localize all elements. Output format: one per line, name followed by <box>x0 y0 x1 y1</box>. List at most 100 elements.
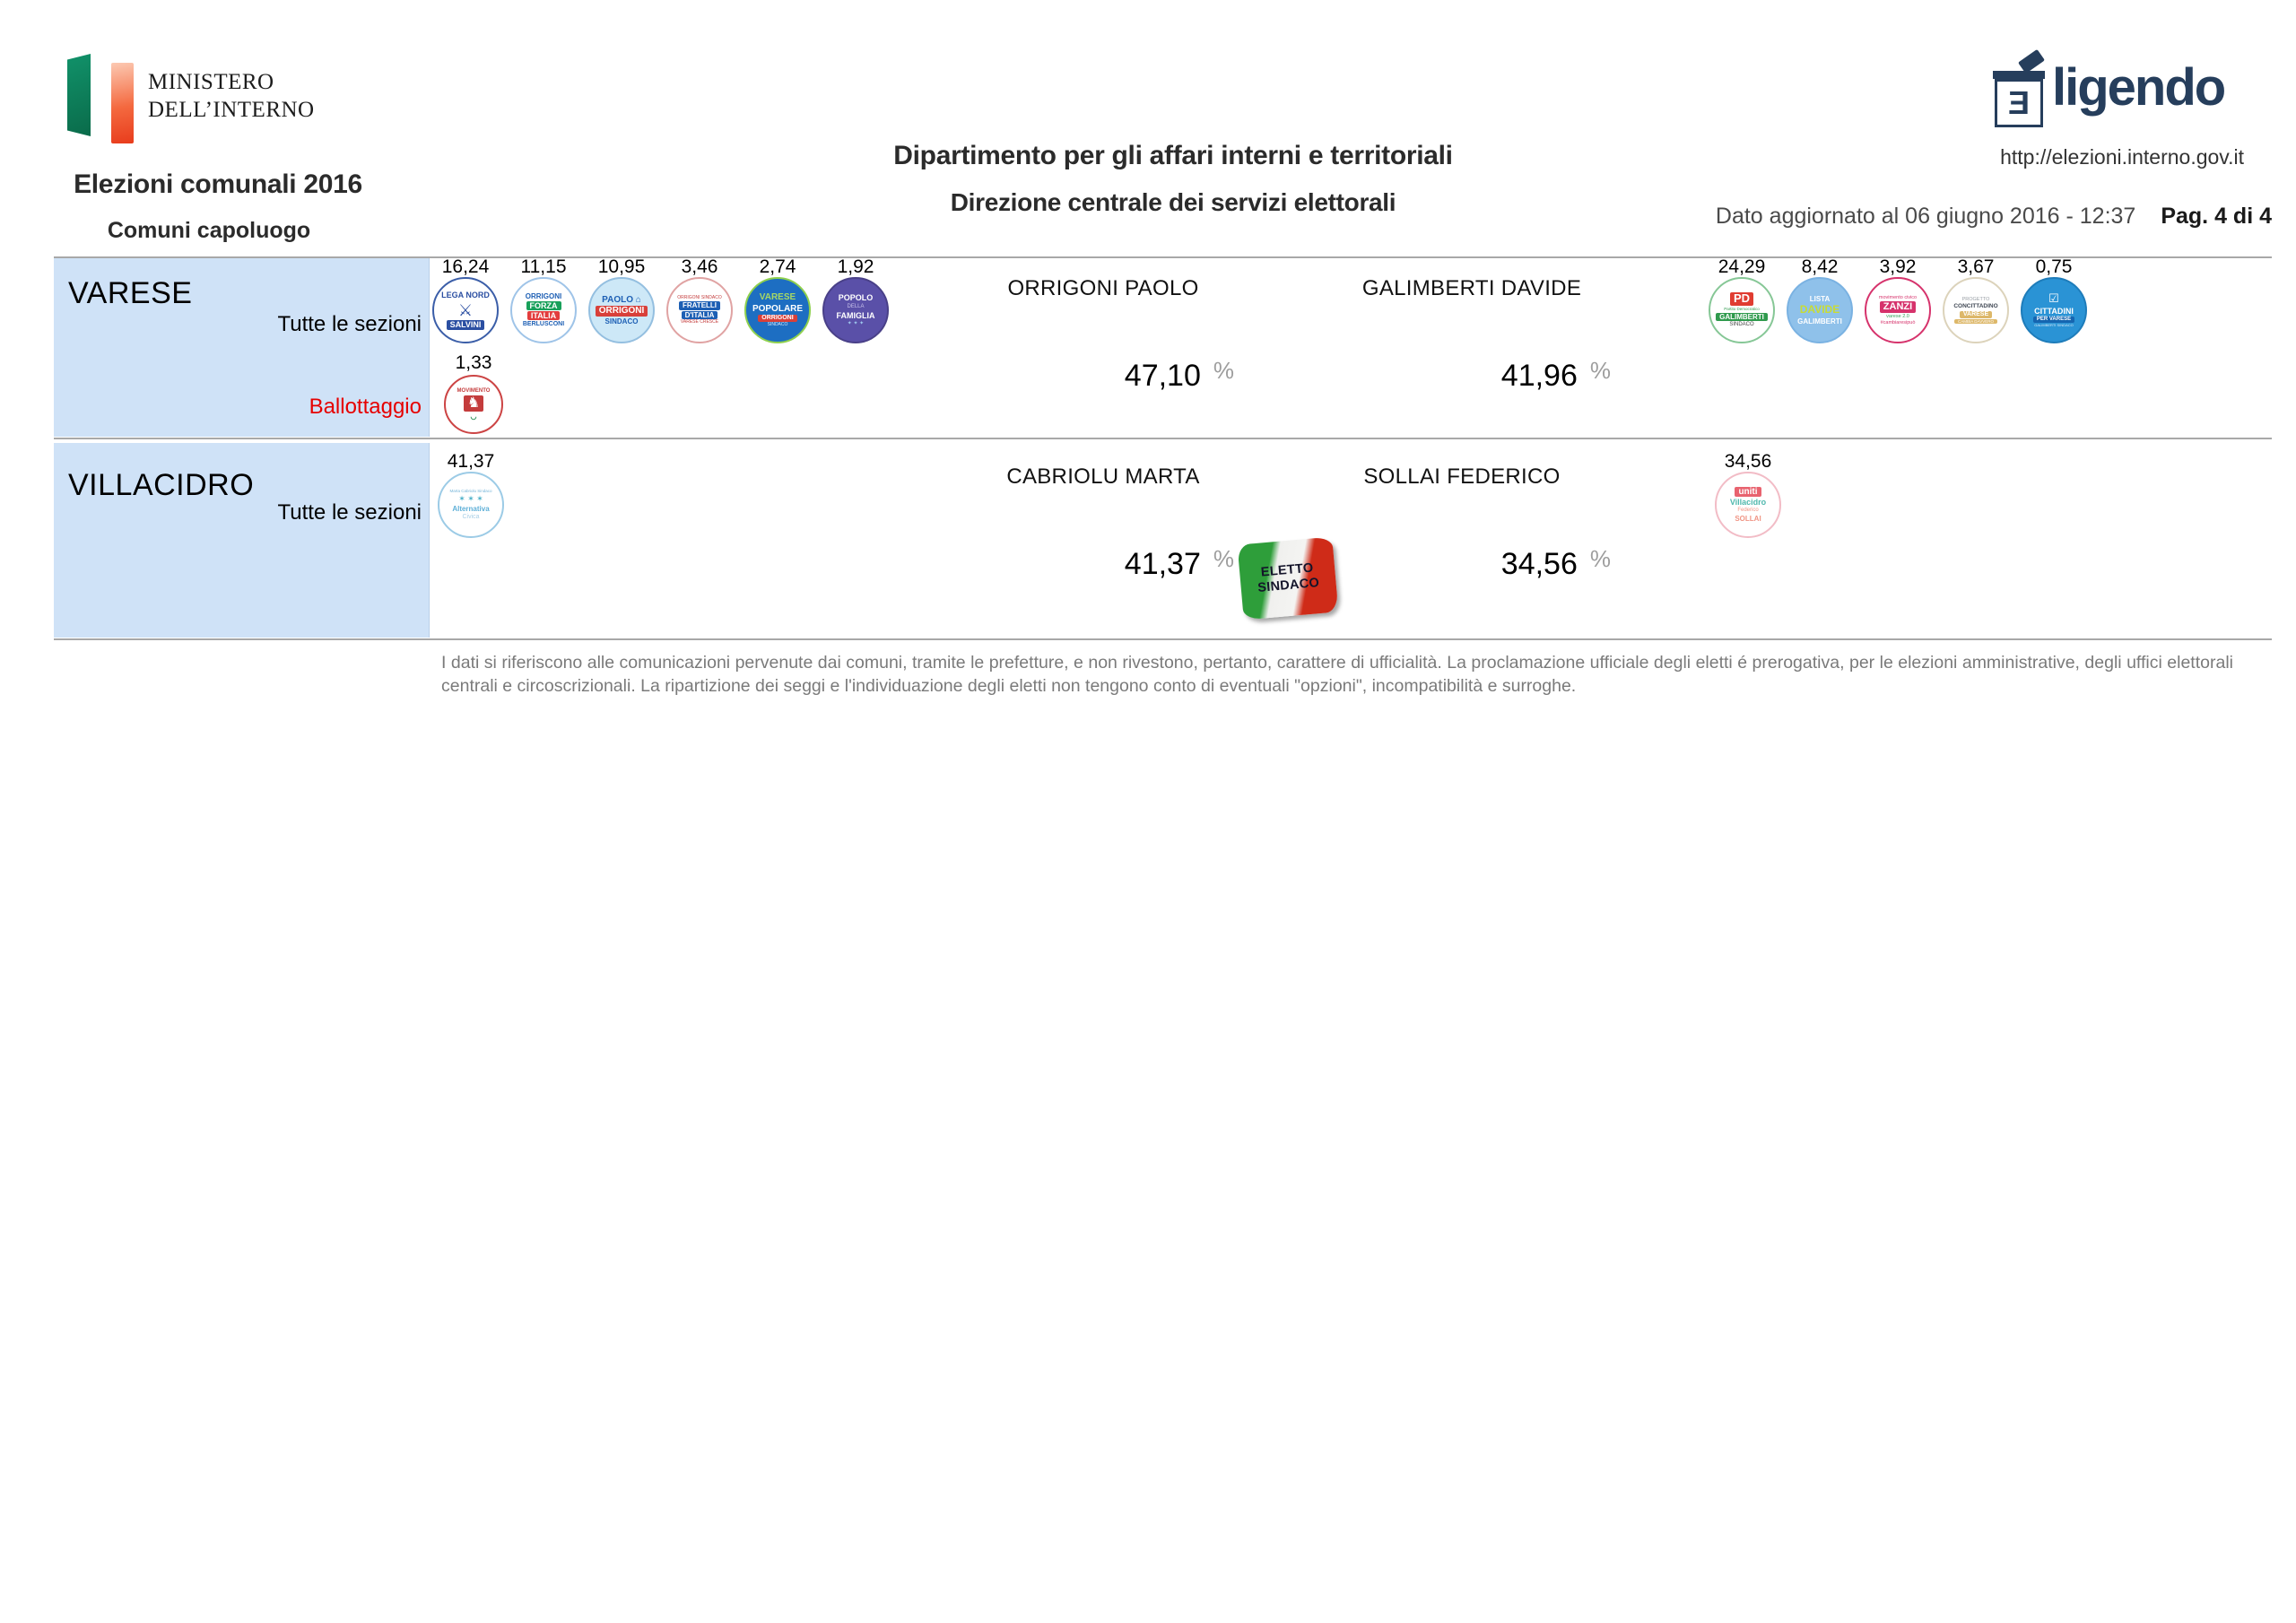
logo-text-line: POPOLO <box>838 293 874 303</box>
municipality-name: VARESE <box>68 276 193 310</box>
alternativa-civica-icon: Marta Cabriolu Sindaco ✶ ✶ ✶ Alternativa Ci… <box>438 472 504 538</box>
logo-text-line: DELLA <box>847 303 865 309</box>
disclaimer-text: I dati si riferiscono alle comunicazioni… <box>441 653 2233 696</box>
municipality-panel-varese <box>54 258 430 437</box>
logo-text-line: Marta Cabriolu Sindaco <box>449 489 492 494</box>
logo-text-line: FORZA <box>526 300 561 311</box>
list-percent: 2,74 <box>759 256 796 277</box>
logo-text-line: PER VARESE <box>2032 317 2075 324</box>
page-number: Pag. 4 di 4 <box>2161 204 2272 229</box>
sections-label: Tutte le sezioni <box>277 312 422 336</box>
logo-text-line: movimento civico <box>1878 294 1918 300</box>
list-percent: 34,56 <box>1724 451 1772 472</box>
logo-text-line: ⚔ <box>457 300 474 319</box>
logo-text-line: Federico <box>1737 508 1759 514</box>
uniti-per-villacidro-sollai-icon: uniti Villacidro Federico SOLLAI <box>1715 472 1781 538</box>
logo-text-line: PAOLO ⌂ <box>602 294 641 305</box>
logo-text-line: ZANZI <box>1879 301 1917 313</box>
progetto-concittadino-icon: PROGETTO CONCITTADINO VARESE CAMBIA DAVVERO <box>1943 277 2009 343</box>
party-list-pd-galimberti-sindaco: 24,29 PD Partito Democratico GALIMBERTI SIND… <box>1709 256 1775 343</box>
lega-nord-salvini-icon: LEGA NORD ⚔ SALVINI <box>432 277 499 343</box>
logo-text-line: Partito Democratico <box>1724 307 1760 312</box>
party-list-lista-davide-galimberti: 8,42 LISTA DAVIDE GALIMBERTI <box>1787 256 1853 343</box>
percent-value: 47,10 <box>1124 359 1201 393</box>
popolo-della-famiglia-icon: POPOLO DELLA FAMIGLIA ✦ ✦ ✦ <box>822 277 889 343</box>
logo-text-line: VARESE CRESCE <box>680 318 719 325</box>
logo-text-line: PROGETTO <box>1961 297 1990 302</box>
logo-text-line: SOLLAI <box>1735 515 1761 524</box>
candidate-percent: 34,56% <box>1345 545 1611 582</box>
party-list-movimento-civico-zanzi: 3,92 movimento civico ZANZI varese 2.0 #camb… <box>1865 256 1931 343</box>
brand-name: ligendo <box>2052 58 2226 117</box>
ministry-line2: DELL’INTERNO <box>148 98 315 122</box>
separator-top <box>54 256 2272 258</box>
list-percent: 3,67 <box>1957 256 1995 277</box>
logo-text-line: ☑ <box>2048 291 2059 306</box>
ballot-box-lid <box>1993 71 2045 79</box>
logo-text-line: VARESE <box>759 292 796 303</box>
candidate-name: ORRIGONI PAOLO <box>1007 276 1199 300</box>
logo-text-line: D'ITALIA <box>681 310 718 319</box>
logo-text-line: LEGA NORD <box>441 291 490 300</box>
percent-sign: % <box>1213 545 1234 572</box>
ministry-name: MINISTERO DELL’INTERNO <box>148 68 315 124</box>
ballot-label: Ballottaggio <box>309 395 422 419</box>
list-percent: 16,24 <box>441 256 490 277</box>
logo-text-line: PD <box>1729 291 1754 307</box>
municipality-panel-villacidro <box>54 443 430 638</box>
ministry-logo: MINISTERO DELL’INTERNO <box>67 52 444 151</box>
party-list-lega-nord-salvini: 16,24 LEGA NORD ⚔ SALVINI <box>432 256 499 343</box>
logo-text-line: POPOLARE <box>752 303 804 314</box>
percent-value: 41,37 <box>1124 547 1201 581</box>
list-percent: 1,33 <box>455 352 492 373</box>
party-list-progetto-concittadino: 3,67 PROGETTO CONCITTADINO VARESE CAMBIA DAV… <box>1943 256 2009 343</box>
eligendo-logo: Ǝ ligendo <box>1993 48 2271 139</box>
ministry-line1: MINISTERO <box>148 70 274 94</box>
logo-text-line: ORRIGONI <box>758 315 797 323</box>
logo-text-line: ✶ ✶ ✶ <box>458 494 483 504</box>
logo-text-line: ✦ ✦ ✦ <box>847 320 865 326</box>
department-line1: Dipartimento per gli affari interni e te… <box>893 141 1453 170</box>
updated-timestamp: Dato aggiornato al 06 giugno 2016 - 12:3… <box>1715 204 2136 229</box>
logo-text-line: #cambiaresipuò <box>1880 319 1916 325</box>
villacidro-lists-right: 34,56 uniti Villacidro Federico SOLLAI <box>1715 451 1781 538</box>
paolo-orrigoni-sindaco-icon: PAOLO ⌂ ORRIGONI SINDACO <box>588 277 655 343</box>
logo-text-line: ◡ <box>470 412 477 421</box>
percent-sign: % <box>1589 545 1611 572</box>
list-percent: 41,37 <box>447 451 495 472</box>
logo-text-line: FAMIGLIA <box>836 310 875 320</box>
candidate-percent: 41,96% <box>1345 357 1611 394</box>
logo-text-line: SINDACO <box>1729 321 1754 327</box>
ballot-box-icon: Ǝ <box>1993 48 2052 129</box>
logo-text-line: MOVIMENTO <box>457 387 491 394</box>
party-list-popolo-della-famiglia: 1,92 POPOLO DELLA FAMIGLIA ✦ ✦ ✦ <box>822 256 889 343</box>
varese-lists-left: 16,24 LEGA NORD ⚔ SALVINI 11,15 ORRIGONI FORZA… <box>432 256 889 343</box>
party-list-varese-popolare-orrigoni: 2,74 VARESE POPOLARE ORRIGONI SINDACO <box>744 256 811 343</box>
logo-text-line: Civica <box>462 513 480 520</box>
forza-italia-berlusconi-icon: ORRIGONI FORZA ITALIA BERLUSCONI <box>510 277 577 343</box>
site-url-link[interactable]: http://elezioni.interno.gov.it <box>2000 145 2244 169</box>
logo-text-line: uniti <box>1735 486 1761 498</box>
logo-text-line: ORRIGONI SINDACO <box>677 294 722 300</box>
flag-green-bar-icon <box>67 54 91 136</box>
candidate-percent: 41,37% <box>969 545 1234 582</box>
party-list-fratelli-d-italia: 3,46 ORRIGONI SINDACO FRATELLI D'ITALIA VARE… <box>666 256 733 343</box>
logo-text-line: DAVIDE <box>1799 303 1840 317</box>
sections-label: Tutte le sezioni <box>277 500 422 525</box>
logo-text-line: ITALIA <box>526 311 561 321</box>
separator-mid <box>54 438 2272 439</box>
varese-lists-ballottaggio: 1,33 MOVIMENTO ♞ ◡ <box>440 352 507 434</box>
movimento-civico-zanzi-icon: movimento civico ZANZI varese 2.0 #cambiare… <box>1865 277 1931 343</box>
party-list-cittadini-per-varese: 0,75 ☑ CITTADINI PER VARESE GALIMBERTI SINDA… <box>2021 256 2087 343</box>
cittadini-per-varese-icon: ☑ CITTADINI PER VARESE GALIMBERTI SINDACO <box>2021 277 2087 343</box>
department-line2: Direzione centrale dei servizi elettoral… <box>950 188 1396 216</box>
list-percent: 8,42 <box>1801 256 1839 277</box>
logo-text-line: GALIMBERTI <box>1797 317 1842 325</box>
logo-text-line: CONCITTADINO <box>1953 303 1998 310</box>
movimento-cavallo-icon: MOVIMENTO ♞ ◡ <box>444 375 503 434</box>
fratelli-d-italia-icon: ORRIGONI SINDACO FRATELLI D'ITALIA VARESE C… <box>666 277 733 343</box>
candidate-name: GALIMBERTI DAVIDE <box>1361 276 1582 300</box>
party-list-alternativa-civica: 41,37 Marta Cabriolu Sindaco ✶ ✶ ✶ Alternat… <box>438 451 504 538</box>
logo-text-line: Villacidro <box>1729 498 1767 508</box>
logo-text-line: FRATELLI <box>678 301 721 310</box>
